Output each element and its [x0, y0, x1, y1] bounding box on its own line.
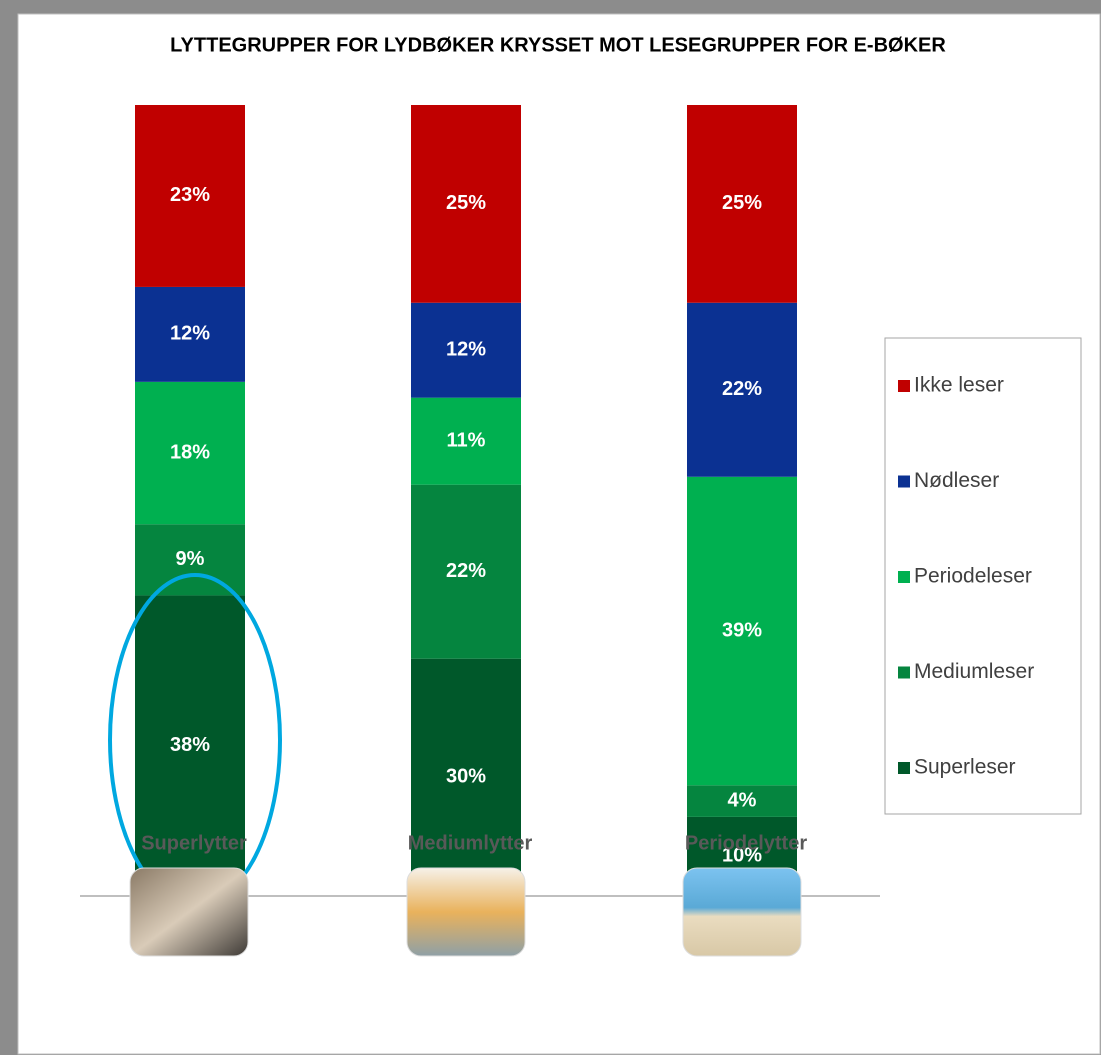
legend-label: Periodeleser [914, 565, 1032, 588]
legend-label: Nødleser [914, 469, 999, 492]
value-label: 25% [446, 192, 486, 214]
value-label: 4% [728, 789, 757, 811]
chart: LYTTEGRUPPER FOR LYDBØKER KRYSSET MOT LE… [0, 0, 1101, 1055]
value-label: 22% [722, 378, 762, 400]
value-label: 11% [447, 429, 486, 451]
value-label: 22% [446, 560, 486, 582]
value-label: 30% [446, 766, 486, 788]
value-label: 38% [170, 734, 210, 756]
legend-label: Mediumleser [914, 660, 1034, 683]
value-label: 12% [446, 338, 486, 360]
legend-swatch [898, 571, 910, 583]
category-image [130, 868, 248, 956]
legend-swatch [898, 762, 910, 774]
legend-swatch [898, 667, 910, 679]
x-tick-label: Superlytter [141, 832, 247, 854]
legend-label: Ikke leser [914, 374, 1004, 397]
value-label: 39% [722, 619, 762, 641]
legend-label: Superleser [914, 756, 1016, 779]
x-tick-label: Periodelytter [685, 832, 807, 854]
x-tick-label: Mediumlytter [408, 832, 533, 854]
legend-swatch [898, 476, 910, 488]
value-label: 23% [170, 184, 210, 206]
chart-title: LYTTEGRUPPER FOR LYDBØKER KRYSSET MOT LE… [170, 34, 946, 56]
bars: 38%9%18%12%23%30%22%11%12%25%10%4%39%22%… [135, 105, 797, 896]
value-label: 18% [170, 441, 210, 463]
value-label: 9% [176, 548, 205, 570]
category-image [407, 868, 525, 956]
value-label: 12% [170, 323, 210, 345]
value-label: 25% [722, 192, 762, 214]
category-image [683, 868, 801, 956]
legend-swatch [898, 380, 910, 392]
page: LYTTEGRUPPER FOR LYDBØKER KRYSSET MOT LE… [0, 0, 1101, 1055]
